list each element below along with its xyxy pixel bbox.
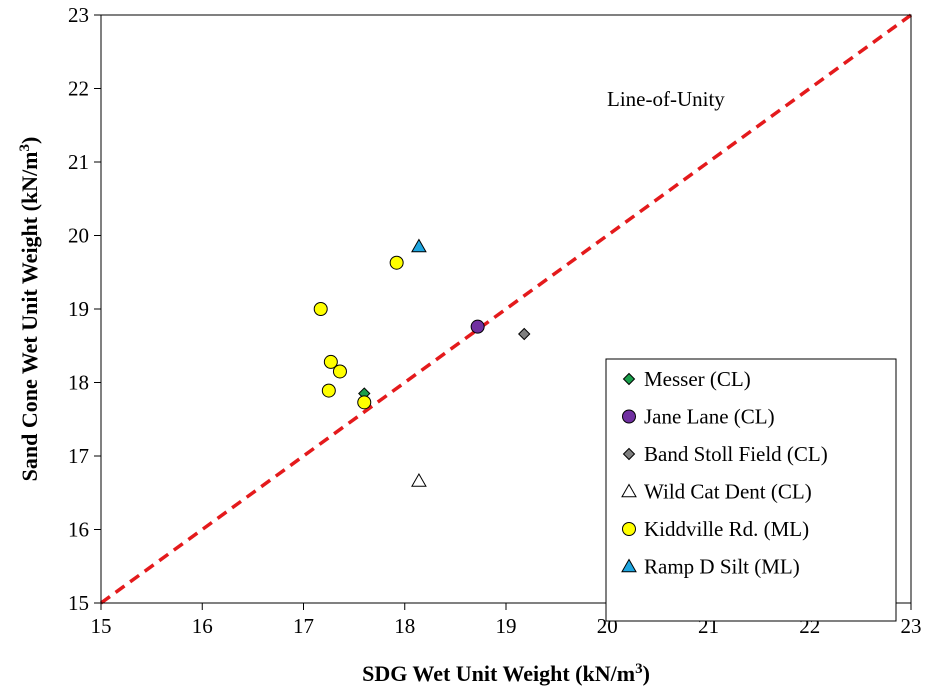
point-jane-lane-cl	[470, 319, 485, 334]
plot-marks	[99, 13, 913, 605]
point-wild-cat-dent-cl	[411, 472, 427, 487]
y-tick-label: 16	[68, 518, 89, 542]
x-tick-label: 17	[293, 614, 314, 638]
y-tick-label: 20	[68, 224, 89, 248]
legend-marker	[621, 558, 637, 573]
y-axis-title-tail: )	[17, 137, 42, 144]
legend-marker	[622, 409, 636, 424]
y-tick-label: 18	[68, 371, 89, 395]
x-tick-label: 19	[496, 614, 517, 638]
x-axis-title-sup: 3	[635, 661, 643, 677]
point-kiddville-rd-ml	[389, 255, 404, 270]
x-axis-title: SDG Wet Unit Weight (kN/m3)	[362, 661, 650, 686]
x-tick-label: 18	[394, 614, 415, 638]
y-tick-label: 22	[68, 77, 89, 101]
y-axis-title-main: Sand Cone Wet Unit Weight (kN/m	[17, 151, 42, 481]
point-ramp-d-silt-ml	[411, 238, 427, 253]
legend-label: Jane Lane (CL)	[644, 405, 775, 429]
y-tick-label: 21	[68, 150, 89, 174]
y-axis-title-sup: 3	[17, 144, 33, 152]
x-tick-label: 23	[901, 614, 922, 638]
point-kiddville-rd-ml	[323, 354, 338, 369]
legend-label: Wild Cat Dent (CL)	[644, 480, 812, 504]
point-band-stoll-field-cl	[518, 327, 531, 341]
x-tick-label: 15	[91, 614, 112, 638]
legend-label: Messer (CL)	[644, 367, 751, 391]
y-axis-title: Sand Cone Wet Unit Weight (kN/m3)	[17, 137, 42, 482]
legend-marker	[622, 372, 636, 386]
x-axis-title-tail: )	[643, 661, 650, 686]
legend: Messer (CL) Jane Lane (CL) Band Stoll Fiel…	[605, 358, 897, 622]
point-kiddville-rd-ml	[332, 364, 347, 379]
unity-line-label: Line-of-Unity	[607, 87, 725, 111]
line-of-unity	[99, 13, 913, 605]
point-kiddville-rd-ml	[357, 395, 372, 410]
point-kiddville-rd-ml	[321, 383, 336, 398]
y-tick-label: 19	[68, 297, 89, 321]
y-tick-label: 17	[68, 444, 89, 468]
y-tick-label: 23	[68, 3, 89, 27]
y-tick-label: 15	[68, 591, 89, 615]
legend-label: Ramp D Silt (ML)	[644, 555, 800, 579]
legend-marker	[622, 522, 636, 536]
legend-label: Band Stoll Field (CL)	[644, 442, 828, 466]
legend-label: Kiddville Rd. (ML)	[644, 517, 809, 541]
point-kiddville-rd-ml	[313, 302, 328, 316]
legend-box	[605, 358, 897, 622]
x-tick-label: 16	[192, 614, 213, 638]
legend-marker	[622, 447, 636, 461]
legend-marker	[621, 483, 637, 498]
x-axis-title-main: SDG Wet Unit Weight (kN/m	[362, 661, 635, 686]
